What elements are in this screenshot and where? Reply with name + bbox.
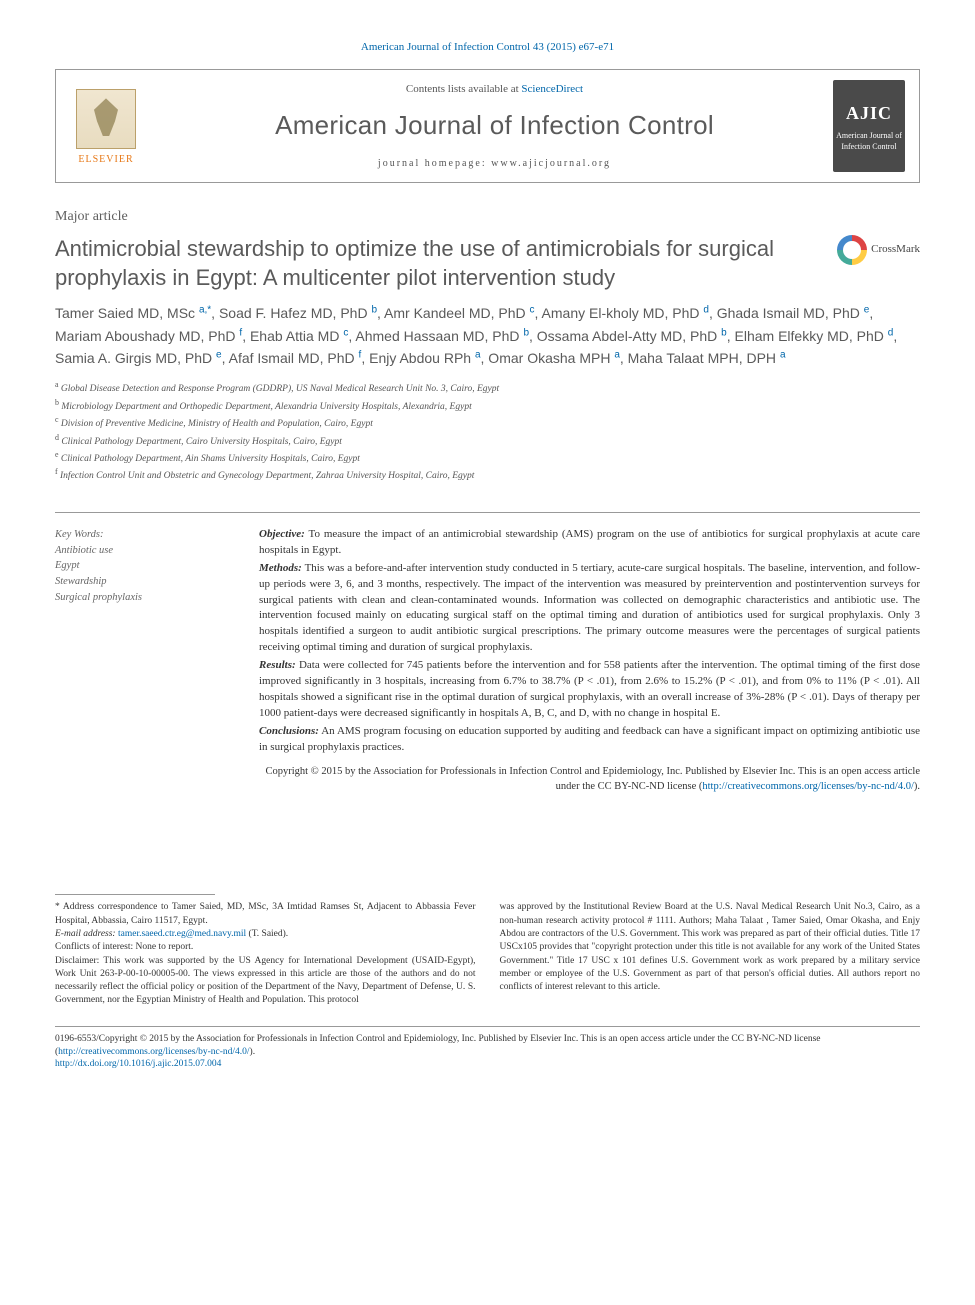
footnote-rule — [55, 894, 215, 895]
contents-prefix: Contents lists available at — [406, 83, 521, 95]
license-line-1: 0196-6553/Copyright © 2015 by the Associ… — [55, 1033, 920, 1059]
sciencedirect-link[interactable]: ScienceDirect — [521, 83, 583, 95]
elsevier-text: ELSEVIER — [78, 153, 133, 167]
crossmark-label: CrossMark — [871, 242, 920, 257]
footnotes-block: * Address correspondence to Tamer Saied,… — [55, 901, 920, 1007]
elsevier-tree-icon — [76, 89, 136, 149]
footnote-right-col: was approved by the Institutional Review… — [500, 901, 921, 1007]
results-text: Data were collected for 745 patients bef… — [259, 659, 920, 719]
keywords-heading: Key Words: — [55, 527, 235, 543]
results-label: Results: — [259, 659, 296, 671]
corresponding-email[interactable]: tamer.saeed.ctr.eg@med.navy.mil — [118, 929, 246, 939]
email-label: E-mail address: — [55, 929, 118, 939]
conclusions-text: An AMS program focusing on education sup… — [259, 725, 920, 753]
abstract-methods: Methods: This was a before-and-after int… — [259, 561, 920, 657]
author-list: Tamer Saied MD, MSc a,*, Soad F. Hafez M… — [55, 302, 920, 369]
abstract-column: Objective: To measure the impact of an a… — [259, 512, 920, 795]
keywords-abstract-row: Key Words: Antibiotic useEgyptStewardshi… — [55, 512, 920, 795]
disclaimer-note: Disclaimer: This work was supported by t… — [55, 955, 476, 1008]
homepage-label: journal homepage: — [378, 158, 491, 169]
contents-lists-line: Contents lists available at ScienceDirec… — [156, 82, 833, 97]
ajic-logo[interactable]: AJIC American Journal of Infection Contr… — [833, 80, 905, 172]
header-center: Contents lists available at ScienceDirec… — [156, 82, 833, 172]
disclaimer-continued: was approved by the Institutional Review… — [500, 901, 921, 994]
correspondence-note: * Address correspondence to Tamer Saied,… — [55, 901, 476, 928]
keywords-column: Key Words: Antibiotic useEgyptStewardshi… — [55, 527, 235, 795]
elsevier-logo[interactable]: ELSEVIER — [70, 85, 142, 167]
abstract-results: Results: Data were collected for 745 pat… — [259, 658, 920, 722]
journal-name: American Journal of Infection Control — [156, 107, 833, 143]
journal-homepage: journal homepage: www.ajicjournal.org — [156, 157, 833, 171]
article-type: Major article — [55, 207, 920, 227]
homepage-url[interactable]: www.ajicjournal.org — [491, 158, 611, 169]
methods-label: Methods: — [259, 562, 302, 574]
coi-note: Conflicts of interest: None to report. — [55, 941, 476, 954]
cc-license-link[interactable]: http://creativecommons.org/licenses/by-n… — [702, 781, 914, 792]
objective-text: To measure the impact of an antimicrobia… — [259, 528, 920, 556]
objective-label: Objective: — [259, 528, 305, 540]
abstract-objective: Objective: To measure the impact of an a… — [259, 527, 920, 559]
doi-link[interactable]: http://dx.doi.org/10.1016/j.ajic.2015.07… — [55, 1059, 221, 1069]
cc-license-link-2[interactable]: http://creativecommons.org/licenses/by-n… — [58, 1047, 249, 1057]
ajic-subtitle: American Journal of Infection Control — [833, 130, 905, 152]
crossmark-badge[interactable]: CrossMark — [837, 235, 920, 265]
methods-text: This was a before-and-after intervention… — [259, 562, 920, 654]
title-row: Antimicrobial stewardship to optimize th… — [55, 235, 920, 292]
keywords-list: Antibiotic useEgyptStewardshipSurgical p… — [55, 543, 235, 606]
article-title: Antimicrobial stewardship to optimize th… — [55, 235, 821, 292]
journal-header: ELSEVIER Contents lists available at Sci… — [55, 69, 920, 183]
affiliation-list: a Global Disease Detection and Response … — [55, 379, 920, 483]
crossmark-icon — [837, 235, 867, 265]
email-suffix: (T. Saied). — [246, 929, 288, 939]
license-close: ). — [250, 1047, 256, 1057]
conclusions-label: Conclusions: — [259, 725, 319, 737]
copyright-close: ). — [914, 781, 920, 792]
license-block: 0196-6553/Copyright © 2015 by the Associ… — [55, 1026, 920, 1071]
ajic-abbr: AJIC — [846, 101, 892, 126]
footnote-left-col: * Address correspondence to Tamer Saied,… — [55, 901, 476, 1007]
abstract-copyright: Copyright © 2015 by the Association for … — [259, 764, 920, 794]
abstract-conclusions: Conclusions: An AMS program focusing on … — [259, 724, 920, 756]
top-citation[interactable]: American Journal of Infection Control 43… — [55, 40, 920, 55]
email-line: E-mail address: tamer.saeed.ctr.eg@med.n… — [55, 928, 476, 941]
